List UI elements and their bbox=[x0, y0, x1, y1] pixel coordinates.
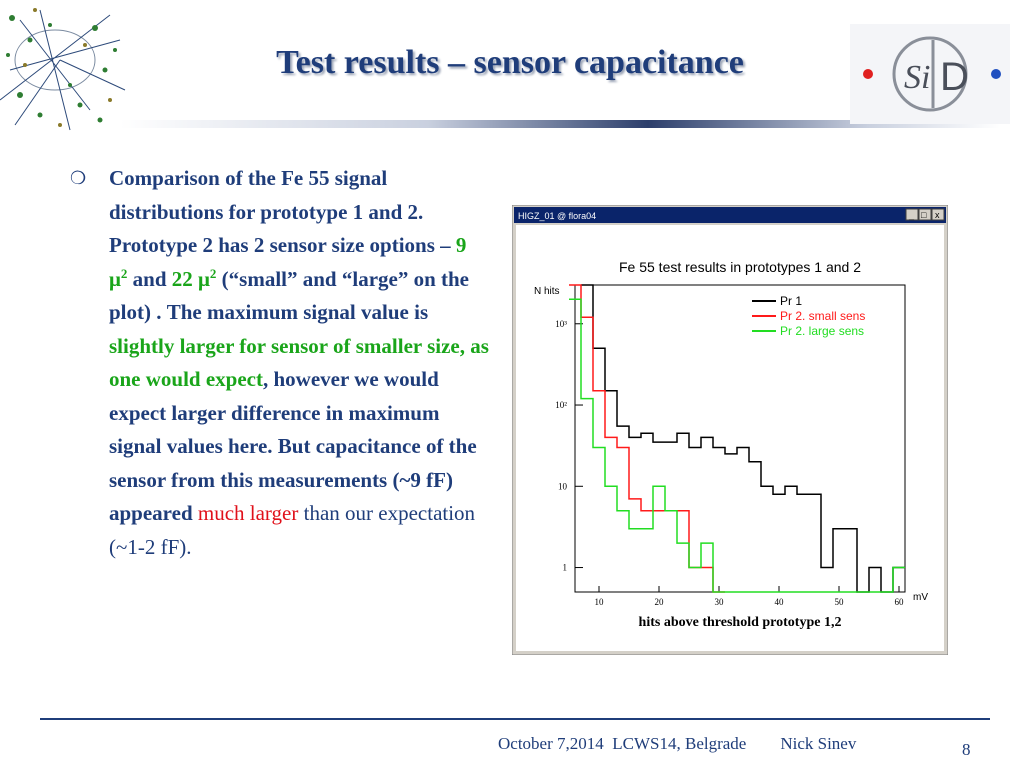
superscript-2: 2 bbox=[209, 265, 217, 281]
footer-divider bbox=[40, 718, 990, 720]
y-tick-label: 1 bbox=[563, 563, 568, 573]
window-controls: _ □ x bbox=[905, 208, 945, 221]
plot-window: HIGZ_01 @ flora04 _ □ x Fe 55 test resul… bbox=[512, 205, 948, 655]
series-line-0 bbox=[581, 284, 905, 593]
x-tick-label: 40 bbox=[775, 597, 785, 607]
minimize-button[interactable] bbox=[905, 208, 919, 221]
highlight-green: slightly larger for sensor of smaller si… bbox=[109, 333, 489, 392]
x-tick-label: 30 bbox=[715, 597, 725, 607]
plot-canvas bbox=[516, 225, 944, 651]
window-titlebar bbox=[514, 207, 946, 223]
body-part-2: (“small” and “large” on the plot) . The … bbox=[109, 266, 470, 325]
collision-event-graphic bbox=[0, 8, 126, 131]
y-tick-label: 10 bbox=[558, 481, 568, 491]
maximize-button[interactable] bbox=[918, 208, 932, 221]
sid-logo: Si D bbox=[850, 24, 1010, 124]
x-axis-label: hits above threshold prototype 1,2 bbox=[639, 615, 842, 630]
size-9: 9 μ bbox=[109, 233, 467, 291]
body-part-3: , however we would expect larger differe… bbox=[109, 367, 477, 525]
y-tick-label: 10² bbox=[555, 400, 567, 410]
svg-text:_: _ bbox=[908, 210, 915, 220]
title-divider bbox=[120, 120, 1000, 128]
footer-text: October 7,2014 LCWS14, Belgrade Nick Sin… bbox=[498, 734, 857, 753]
size-22: 22 μ bbox=[171, 266, 210, 291]
y-tick-label: 10³ bbox=[555, 319, 567, 329]
page-number: 8 bbox=[962, 740, 971, 759]
highlight-red: much larger bbox=[197, 501, 299, 525]
chart: Fe 55 test results in prototypes 1 and 2… bbox=[534, 259, 928, 630]
legend-label-2: Pr 2. large sens bbox=[780, 324, 864, 338]
window-title: HIGZ_01 @ flora04 bbox=[518, 211, 596, 221]
body-and: and bbox=[127, 266, 172, 291]
y-axis-label: N hits bbox=[534, 286, 560, 297]
x-tick-label: 10 bbox=[595, 597, 605, 607]
superscript-1: 2 bbox=[120, 265, 128, 281]
body-part-1: Comparison of the Fe 55 signal distribut… bbox=[109, 166, 456, 257]
close-button[interactable] bbox=[931, 208, 945, 221]
x-axis-unit: mV bbox=[913, 592, 928, 603]
x-tick-label: 60 bbox=[895, 597, 905, 607]
body-paragraph: Comparison of the Fe 55 signal distribut… bbox=[109, 162, 489, 564]
x-tick-label: 50 bbox=[835, 597, 845, 607]
series-line-2 bbox=[569, 298, 905, 593]
logo-d-text: D bbox=[940, 55, 969, 99]
logo-si-text: Si bbox=[904, 59, 930, 96]
slide-title: Test results – sensor capacitance bbox=[276, 44, 744, 81]
chart-title: Fe 55 test results in prototypes 1 and 2 bbox=[619, 259, 861, 275]
x-tick-label: 20 bbox=[655, 597, 665, 607]
svg-text:x: x bbox=[935, 210, 940, 220]
body-part-4: than our expectation (~1-2 fF). bbox=[109, 501, 476, 559]
legend-label-1: Pr 2. small sens bbox=[780, 309, 865, 323]
bullet-icon: ❍ bbox=[70, 168, 87, 188]
svg-text:□: □ bbox=[921, 210, 927, 220]
legend-label-0: Pr 1 bbox=[780, 294, 802, 308]
